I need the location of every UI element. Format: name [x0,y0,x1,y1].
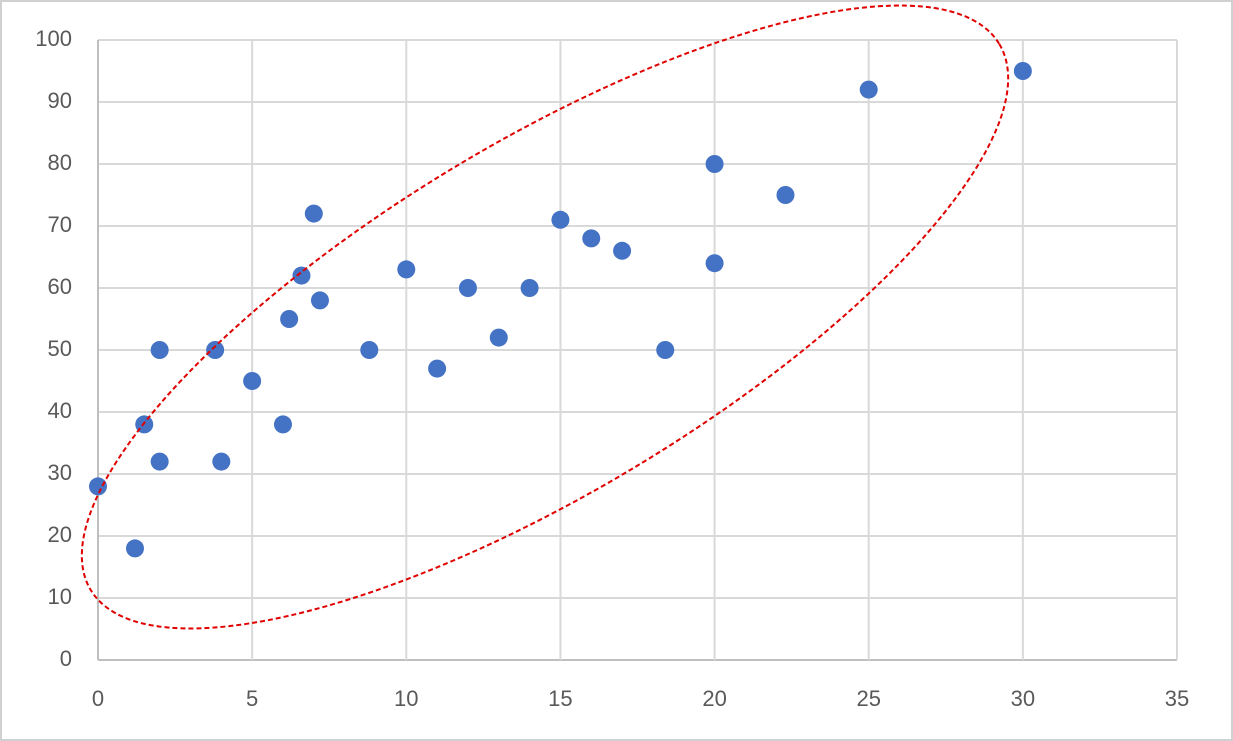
x-tick-label: 10 [394,686,418,711]
point [613,241,632,260]
point [705,254,724,273]
x-tick-label: 5 [246,686,258,711]
point [582,229,601,248]
point [206,341,225,359]
y-tick-label: 60 [48,274,72,299]
point [1013,62,1032,80]
point [150,341,169,359]
point [859,80,878,99]
x-tick-label: 20 [702,686,726,711]
point [292,266,311,285]
y-tick-label: 10 [48,584,72,609]
y-tick-label: 80 [48,150,72,175]
point [489,328,508,347]
x-tick-label: 35 [1165,686,1189,711]
point [705,155,724,173]
point [150,452,169,471]
x-tick-label: 25 [856,686,880,711]
point [656,341,675,359]
point [89,477,107,496]
point [273,415,292,434]
point [428,359,447,378]
x-tick-label: 30 [1011,686,1035,711]
point [360,341,379,359]
x-tick-label: 0 [92,686,104,711]
point [551,210,570,229]
point [776,186,795,204]
point [212,452,231,471]
point [310,291,329,310]
point [304,204,323,223]
point [520,279,539,297]
point [280,310,299,328]
highlight-ellipse [80,4,1010,630]
y-tick-label: 20 [48,522,72,547]
y-tick-label: 50 [48,336,72,361]
point [125,539,144,558]
y-tick-label: 90 [48,88,72,113]
point [458,279,477,297]
y-tick-label: 30 [48,460,72,485]
x-tick-label: 15 [548,686,572,711]
y-tick-label: 100 [35,26,72,51]
y-tick-label: 0 [60,646,72,671]
point [397,260,416,279]
y-tick-label: 70 [48,212,72,237]
point [243,372,262,390]
y-tick-label: 40 [48,398,72,423]
